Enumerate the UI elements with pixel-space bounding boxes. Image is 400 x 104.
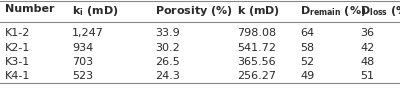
- Text: $\mathbf{Porosity\ (\%)}$: $\mathbf{Porosity\ (\%)}$: [155, 4, 233, 18]
- Text: 24.3: 24.3: [155, 71, 180, 81]
- Text: 523: 523: [72, 71, 93, 81]
- Text: K2-1: K2-1: [5, 43, 30, 53]
- Text: 33.9: 33.9: [155, 28, 180, 38]
- Text: 1,247: 1,247: [72, 28, 104, 38]
- Text: $\mathbf{k\ (mD)}$: $\mathbf{k\ (mD)}$: [237, 4, 280, 18]
- Text: 541.72: 541.72: [237, 43, 276, 53]
- Text: 256.27: 256.27: [237, 71, 276, 81]
- Text: 42: 42: [360, 43, 374, 53]
- Text: Number: Number: [5, 4, 54, 14]
- Text: $\mathbf{D_{remain}\ (\%)}$: $\mathbf{D_{remain}\ (\%)}$: [300, 4, 366, 18]
- Text: 64: 64: [300, 28, 314, 38]
- Text: 58: 58: [300, 43, 314, 53]
- Text: 48: 48: [360, 57, 374, 67]
- Text: 934: 934: [72, 43, 93, 53]
- Text: K3-1: K3-1: [5, 57, 30, 67]
- Text: 798.08: 798.08: [237, 28, 276, 38]
- Text: K4-1: K4-1: [5, 71, 30, 81]
- Text: 365.56: 365.56: [237, 57, 276, 67]
- Text: 36: 36: [360, 28, 374, 38]
- Text: 30.2: 30.2: [155, 43, 180, 53]
- Text: 49: 49: [300, 71, 314, 81]
- Text: $\mathbf{D_{loss}\ (\%)}$: $\mathbf{D_{loss}\ (\%)}$: [360, 4, 400, 18]
- Text: 51: 51: [360, 71, 374, 81]
- Text: $\mathbf{k_i}$ $\mathbf{(mD)}$: $\mathbf{k_i}$ $\mathbf{(mD)}$: [72, 4, 118, 18]
- Text: 26.5: 26.5: [155, 57, 180, 67]
- Text: K1-2: K1-2: [5, 28, 30, 38]
- Text: 703: 703: [72, 57, 93, 67]
- Text: 52: 52: [300, 57, 314, 67]
